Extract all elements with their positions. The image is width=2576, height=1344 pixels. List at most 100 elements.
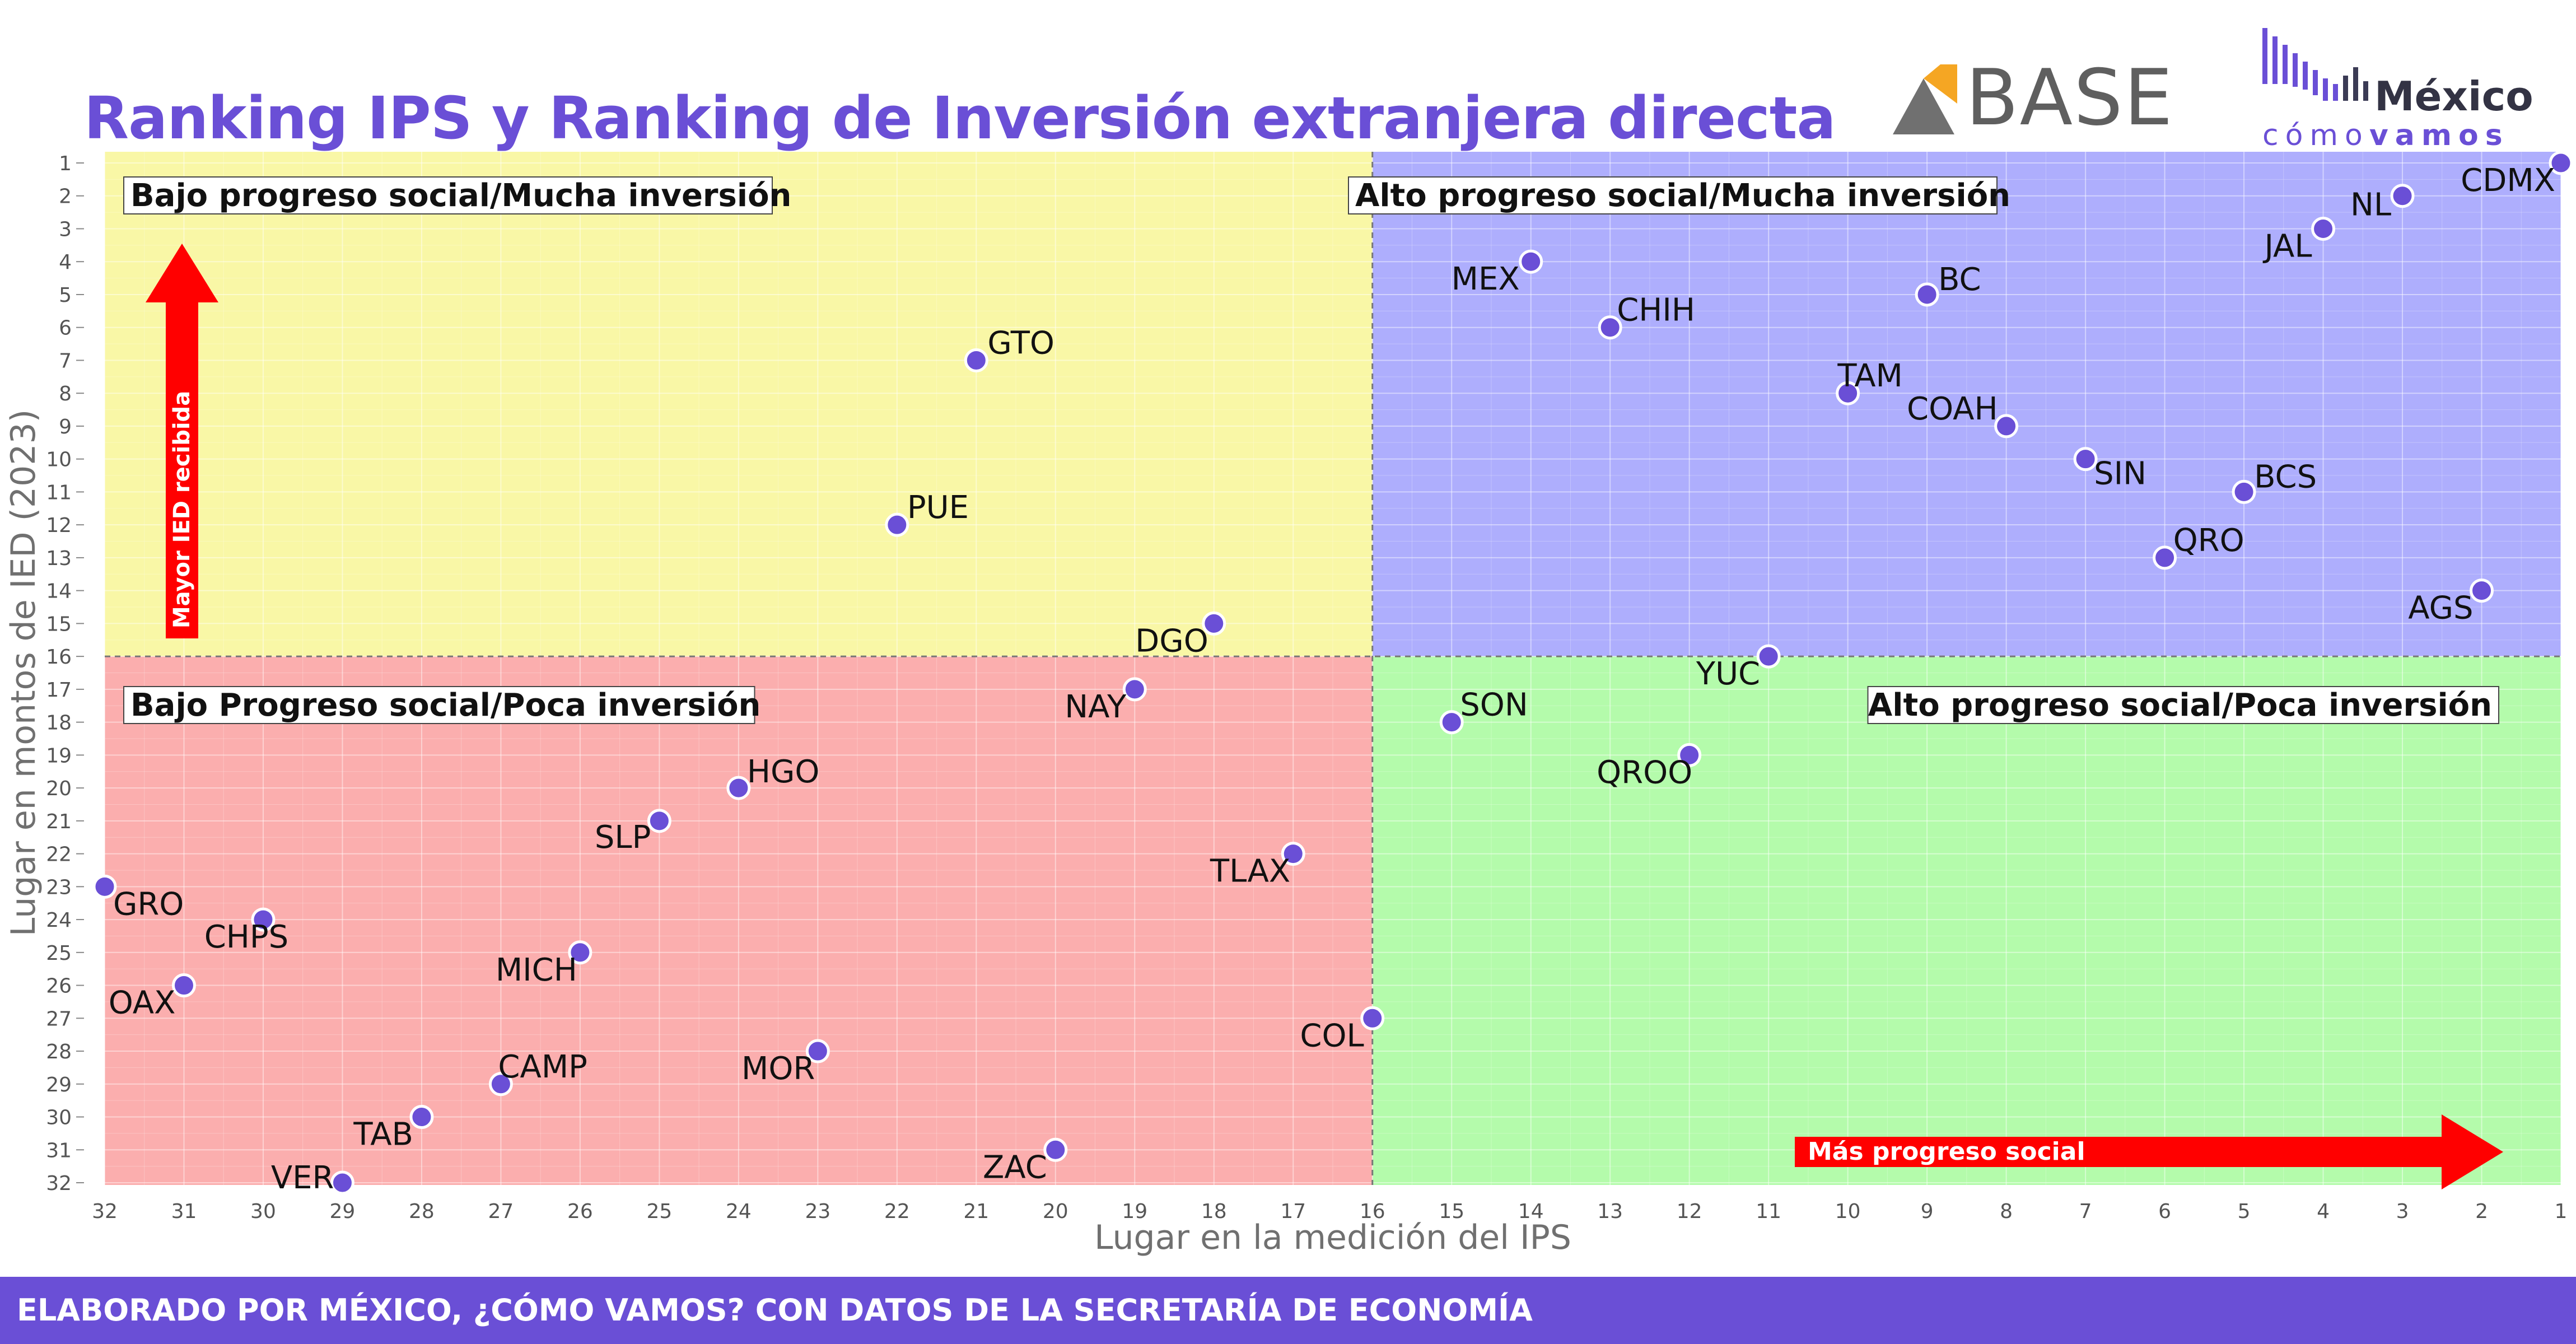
point-mor: MOR — [741, 1039, 830, 1087]
horizontal-arrow-label: Más progreso social — [1808, 1137, 2085, 1166]
base-logo-text: BASE — [1966, 53, 2174, 143]
y-tick-label: 29 — [46, 1074, 72, 1096]
vamos-text: vamos — [2369, 119, 2509, 152]
point-coah: COAH — [1907, 391, 2019, 438]
point-sin: SIN — [2073, 447, 2146, 492]
data-label: GRO — [113, 886, 184, 922]
x-tick-label: 19 — [1122, 1200, 1147, 1223]
point-tab: TAB — [353, 1105, 434, 1153]
mexico-como-vamos-logo: México cómovamos — [2257, 22, 2548, 157]
data-label: SLP — [595, 819, 651, 856]
data-label: OAX — [109, 985, 176, 1021]
y-tick-label: 31 — [46, 1139, 72, 1162]
x-tick-label: 1 — [2555, 1200, 2568, 1223]
quadrant-label-bottom-right-box — [1867, 686, 2499, 724]
como-text: cómo — [2262, 119, 2369, 152]
x-tick-label: 24 — [726, 1200, 752, 1223]
y-tick-label: 25 — [46, 942, 72, 965]
data-point — [726, 776, 751, 800]
data-label: NL — [2350, 187, 2391, 223]
y-tick-label: 11 — [46, 481, 72, 504]
point-camp: CAMP — [488, 1049, 587, 1096]
quadrant-label-top-left-box — [123, 176, 773, 214]
data-label: SON — [1460, 687, 1528, 724]
y-tick-label: 17 — [46, 679, 72, 702]
quadrant-label-bottom-left-text: Bajo Progreso social/Poca inversión — [130, 687, 760, 724]
y-tick-label: 21 — [46, 810, 72, 833]
quadrant-label-bottom-right-text: Alto progreso social/Poca inversión — [1868, 687, 2492, 724]
data-point — [1202, 611, 1226, 636]
y-tick-label: 22 — [46, 843, 72, 866]
data-point — [171, 973, 196, 998]
x-tick-label: 16 — [1360, 1200, 1385, 1223]
data-point — [2311, 216, 2336, 241]
y-tick-label: 14 — [46, 580, 72, 603]
data-label: CDMX — [2461, 162, 2555, 199]
x-tick-label: 14 — [1518, 1200, 1544, 1223]
data-label: CAMP — [498, 1049, 587, 1085]
vertical-arrow — [146, 244, 218, 638]
y-tick-label: 1 — [59, 152, 72, 175]
point-ags: AGS — [2408, 578, 2494, 627]
y-tick-label: 16 — [46, 646, 72, 669]
data-label: BCS — [2254, 459, 2317, 495]
quadrant-label-top-right: Alto progreso social/Mucha inversión — [1348, 176, 2010, 214]
bars-logo-icon — [2262, 28, 2368, 101]
point-tlax: TLAX — [1210, 842, 1305, 890]
data-label: SIN — [2094, 456, 2146, 492]
x-tick-label: 31 — [171, 1200, 197, 1223]
data-point — [2232, 479, 2256, 504]
data-label: CHPS — [204, 919, 289, 955]
data-label: ZAC — [983, 1149, 1047, 1186]
x-tick-label: 9 — [1921, 1200, 1934, 1223]
data-label: COL — [1300, 1018, 1364, 1054]
x-tick-label: 13 — [1597, 1200, 1623, 1223]
y-tick-label: 3 — [59, 218, 72, 241]
quadrant-label-top-right-box — [1348, 176, 1998, 214]
footer-text: ELABORADO POR MÉXICO, ¿CÓMO VAMOS? CON D… — [17, 1292, 1533, 1328]
data-label: MOR — [741, 1051, 815, 1087]
point-tam: TAM — [1836, 358, 1903, 405]
data-label: VER — [271, 1160, 334, 1196]
point-slp: SLP — [595, 809, 671, 856]
mexico-logo-text: México — [2374, 73, 2533, 120]
base-logo-icon — [1893, 64, 1957, 134]
data-label: AGS — [2408, 590, 2473, 627]
x-tick-label: 12 — [1677, 1200, 1702, 1223]
y-tick-label: 8 — [59, 382, 72, 405]
data-point — [2390, 184, 2415, 208]
data-point — [1994, 414, 2019, 438]
data-point — [568, 940, 592, 965]
data-point — [92, 874, 117, 899]
quadrant-label-top-right-text: Alto progreso social/Mucha inversión — [1355, 178, 2010, 214]
data-point — [1043, 1137, 1068, 1162]
data-label: TAB — [353, 1117, 413, 1153]
x-tick-label: 2 — [2475, 1200, 2488, 1223]
y-tick-label: 15 — [46, 613, 72, 636]
y-axis-title: Lugar en montos de IED (2023) — [4, 409, 43, 936]
data-point — [1915, 282, 1939, 307]
data-point — [1756, 644, 1781, 669]
x-tick-label: 26 — [567, 1200, 593, 1223]
data-point — [1677, 743, 1702, 767]
data-label: BC — [1938, 262, 1981, 298]
data-point — [409, 1105, 434, 1130]
quadrant-label-bottom-left-box — [123, 686, 755, 724]
point-chih: CHIH — [1598, 292, 1695, 340]
data-point — [805, 1039, 830, 1063]
quadrant-label-bottom-right: Alto progreso social/Poca inversión — [1867, 686, 2499, 724]
data-point — [251, 907, 276, 932]
data-label: GTO — [987, 325, 1054, 361]
data-point — [1281, 842, 1305, 866]
data-label: QRO — [2173, 522, 2244, 559]
data-point — [2153, 545, 2177, 570]
quadrant-top-right — [1372, 152, 2561, 657]
data-point — [1598, 315, 1622, 340]
data-point — [647, 809, 671, 833]
point-mex: MEX — [1452, 249, 1543, 297]
data-point — [2073, 447, 2098, 472]
data-label: YUC — [1696, 656, 1760, 692]
point-chps: CHPS — [204, 907, 289, 955]
y-tick-label: 5 — [59, 284, 72, 307]
y-tick-label: 12 — [46, 514, 72, 537]
